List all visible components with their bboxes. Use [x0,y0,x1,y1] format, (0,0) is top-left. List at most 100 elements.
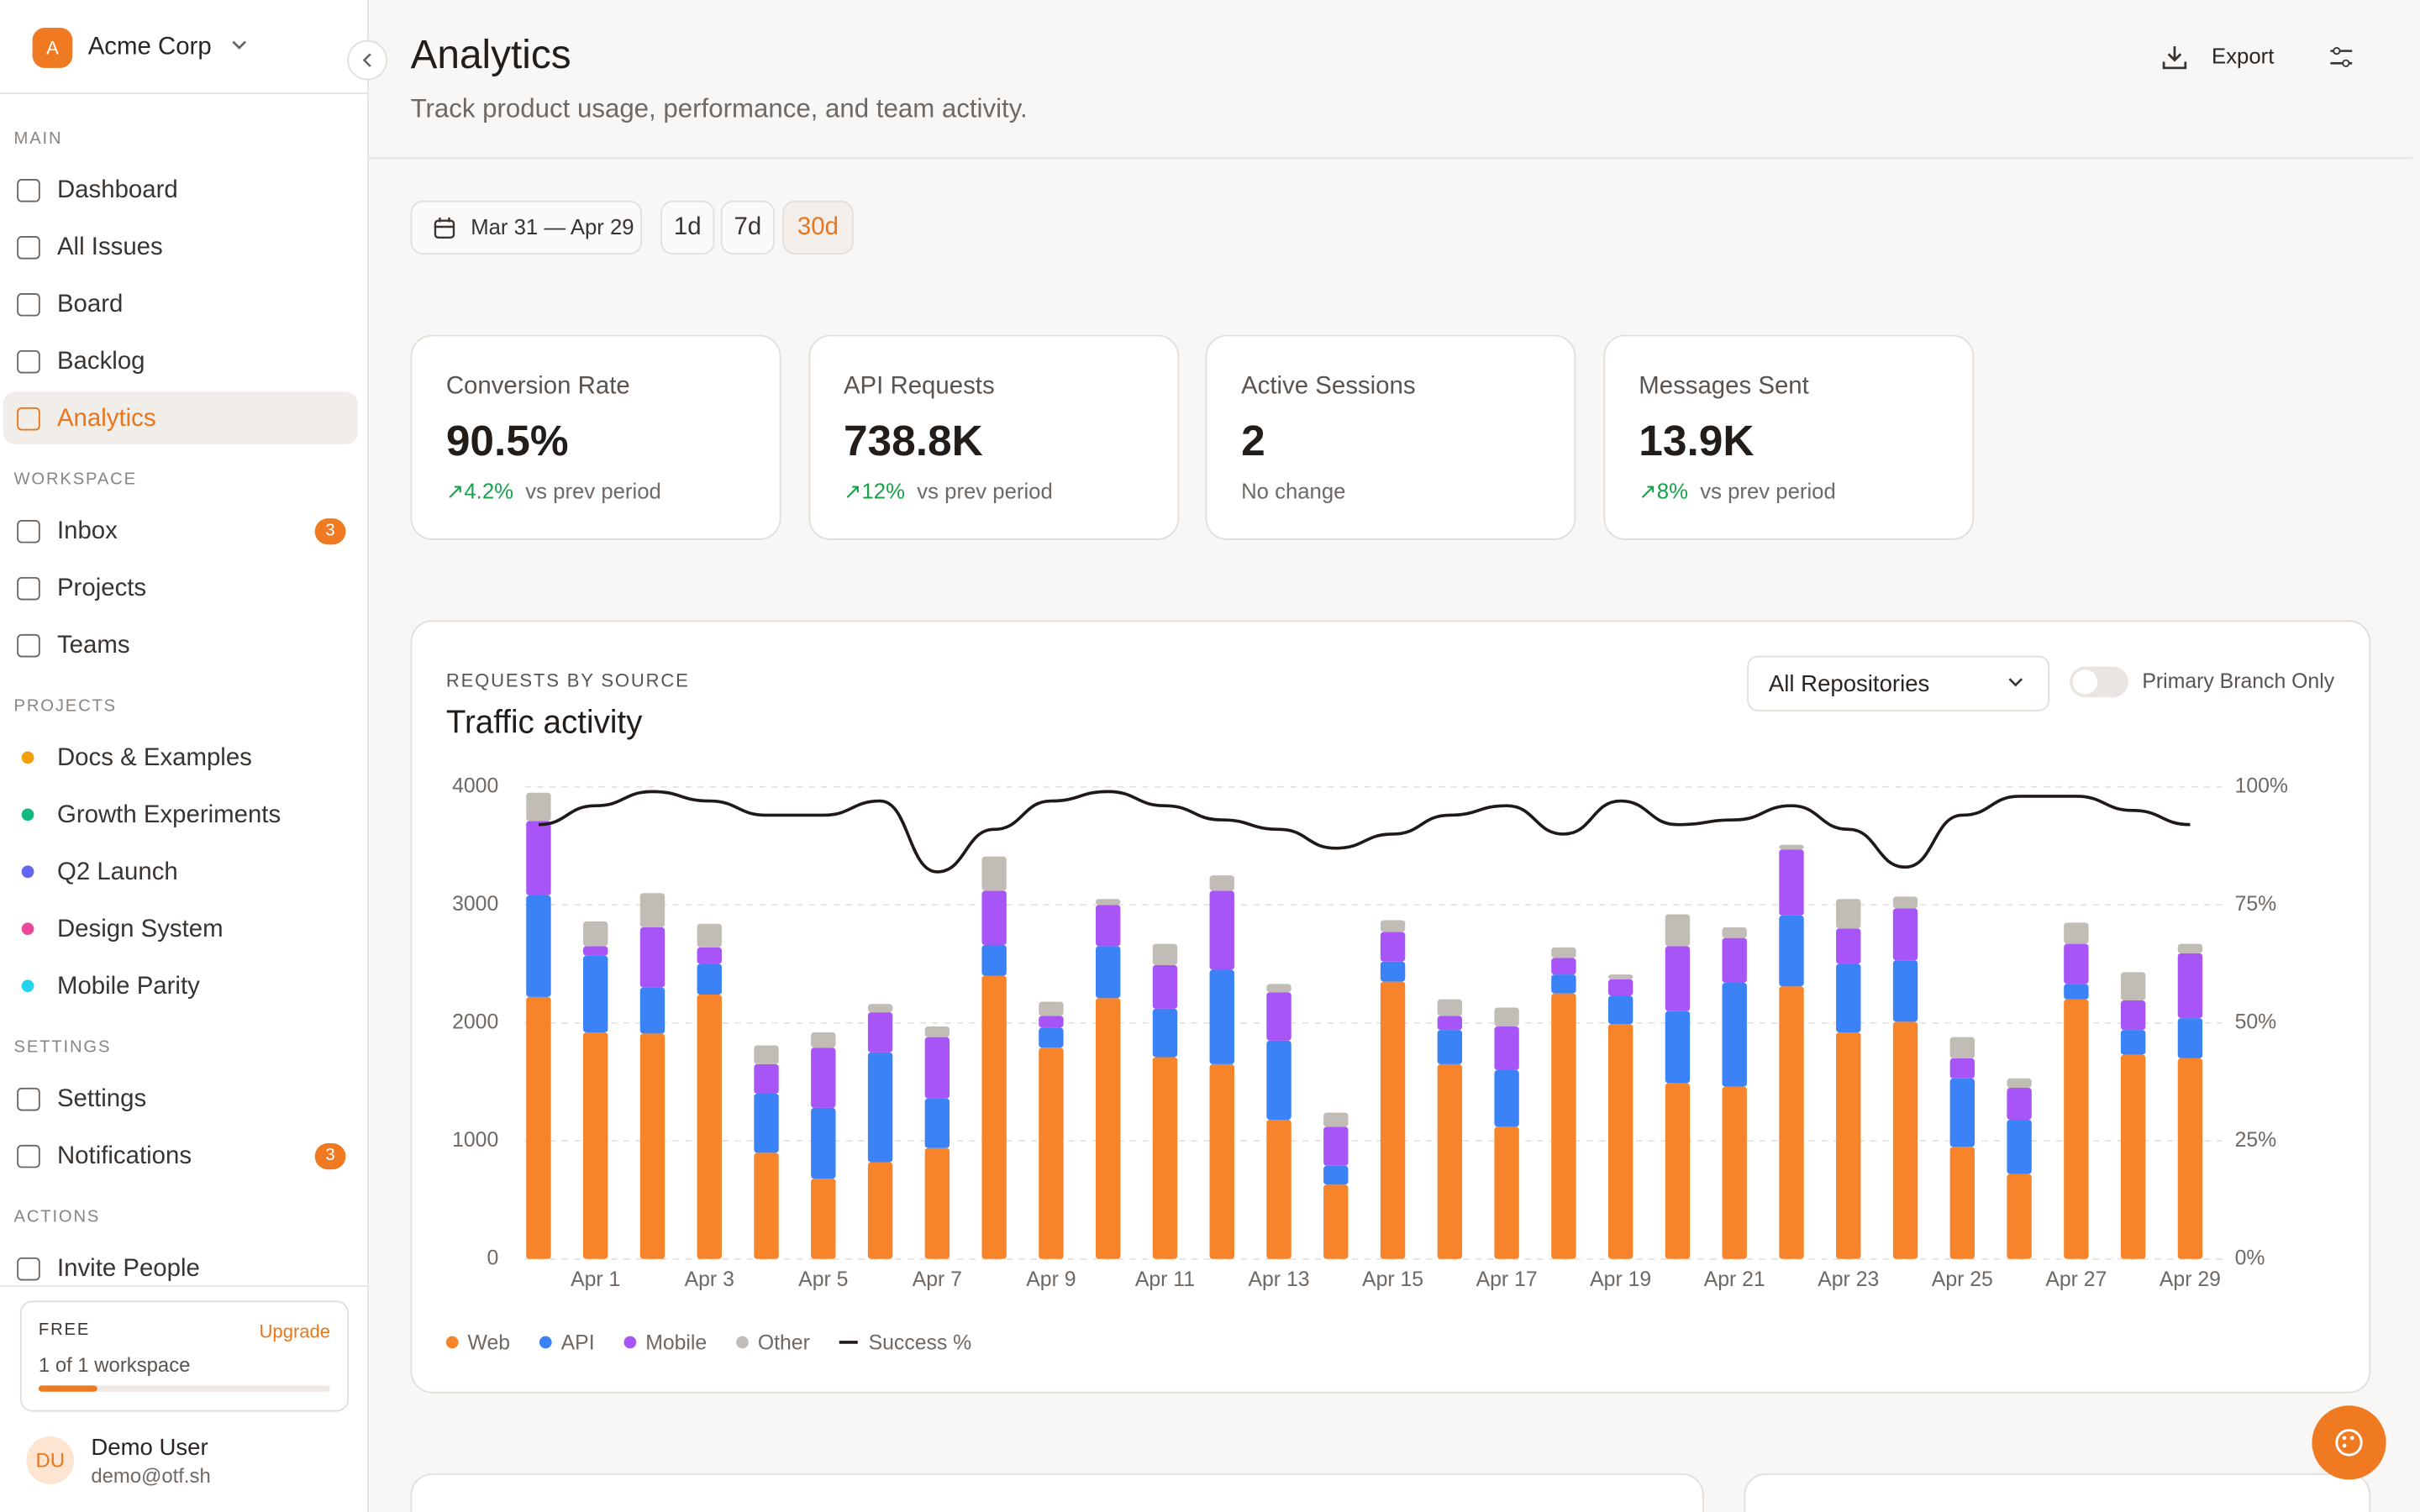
org-name[interactable]: Acme Corp [87,34,212,60]
section-title: MAIN [13,129,63,149]
bar-segment [2064,943,2089,984]
bar-segment [1380,932,1406,962]
bar-segment [981,975,1007,1259]
bar-segment [1949,1058,1975,1079]
nav-icon [17,1144,40,1168]
settings-button[interactable] [2328,43,2355,71]
bar-segment [754,1045,779,1064]
x-tick-label: Apr 25 [1932,1268,1993,1291]
org-avatar: A [32,28,73,68]
kpi-note: vs prev period [1700,478,1836,503]
bar-segment [583,946,608,956]
y2-tick-label: 0% [2235,1247,2265,1269]
nav-item[interactable]: All Issues [3,221,358,273]
y-tick-label: 2000 [452,1011,498,1033]
nav-item[interactable]: Growth Experiments [3,789,358,841]
date-range[interactable]: Mar 31 — Apr 29 [410,200,643,255]
repo-select[interactable]: All Repositories [1747,655,2050,711]
range-button[interactable]: 1d [660,200,715,255]
bar-segment [867,1012,893,1053]
bar-segment [1722,927,1747,938]
bar-segment [754,1152,779,1259]
bar-segment [2064,999,2089,1259]
kpi-delta-value: 12% [861,478,905,503]
divider [0,92,368,95]
bar-segment [1607,1024,1634,1259]
x-tick-label: Apr 27 [2045,1268,2107,1291]
nav-item[interactable]: Backlog [3,335,358,387]
project-dot [21,865,34,879]
nav-item[interactable]: Design System [3,902,358,954]
bar-segment [1152,1008,1178,1058]
bar-segment [1779,915,1804,987]
user-avatar: DU [26,1436,75,1484]
chart-eyebrow: REQUESTS BY SOURCE [445,669,690,691]
nav-item[interactable]: Notifications 3 [3,1129,358,1181]
range-button[interactable]: 7d [720,200,776,255]
bar-segment [1551,947,1576,958]
bar-segment [1949,1078,1975,1147]
bar-segment [811,1047,836,1108]
legend-swatch [736,1336,749,1349]
bar-segment [1323,1184,1349,1259]
bar-segment [1892,896,1918,909]
bar-segment [1665,1011,1691,1084]
bar-segment [754,1063,779,1095]
trend-icon: ↗ [843,478,862,503]
usage-track [38,1385,331,1392]
bar-segment [639,893,666,927]
toggle[interactable] [2070,666,2128,698]
nav-item[interactable]: Settings [3,1073,358,1125]
nav-item[interactable]: Dashboard [3,164,358,216]
x-tick-label: Apr 29 [2160,1268,2221,1291]
card [410,1473,1704,1512]
export-button[interactable]: Export [2212,43,2275,68]
bar-segment [867,1162,893,1259]
y-tick-label: 0 [487,1247,498,1269]
legend-swatch [445,1336,459,1349]
bar-segment [1949,1037,1975,1058]
x-tick-label: Apr 19 [1590,1268,1651,1291]
nav-item[interactable]: Teams [3,619,358,671]
y-tick-label: 3000 [452,893,498,916]
collapse-button[interactable] [347,39,388,81]
legend-label: Other [758,1331,810,1354]
usage-fill [38,1385,97,1392]
nav-item[interactable]: Mobile Parity [3,959,358,1011]
bar-segment [1380,961,1406,982]
bar-segment [924,1026,950,1037]
upgrade[interactable]: Upgrade [259,1320,331,1342]
bar-segment [811,1032,836,1048]
kpi-label: API Requests [843,373,995,400]
kpi-change: No change [1241,478,1345,502]
bar-segment [1095,899,1121,906]
bar-segment [1607,974,1634,979]
bar-segment [1665,914,1691,947]
kpi-delta: ↗4.2% [446,478,513,502]
nav-item[interactable]: Projects [3,562,358,614]
kpi-change: ↗12% vs prev period [844,478,1053,504]
bar-segment [1323,1126,1349,1166]
nav-item[interactable]: Inbox 3 [3,505,358,557]
plan-card: FREE Upgrade 1 of 1 workspace [19,1300,350,1412]
bar-segment [1266,992,1292,1041]
nav-icon [17,292,40,317]
bar-segment [1722,937,1747,983]
bar-segment [1494,1026,1519,1070]
bar-segment [1836,1032,1861,1259]
theme-fab[interactable] [2312,1405,2386,1480]
kpi-note: vs prev period [917,478,1053,503]
bar-segment [981,890,1007,946]
bar-segment [2120,1030,2146,1055]
nav-item[interactable]: Docs & Examples [3,732,358,784]
nav-label: Design System [56,916,224,943]
nav-item[interactable]: Invite People [3,1242,358,1284]
x-tick-label: Apr 5 [798,1268,848,1291]
nav-item[interactable]: Q2 Launch [3,846,358,898]
x-tick-label: Apr 15 [1362,1268,1423,1291]
nav-label: Analytics [56,406,156,433]
nav-item[interactable]: Analytics [3,391,359,444]
nav-item[interactable]: Board [3,278,358,330]
range-button[interactable]: 30d [782,200,854,255]
